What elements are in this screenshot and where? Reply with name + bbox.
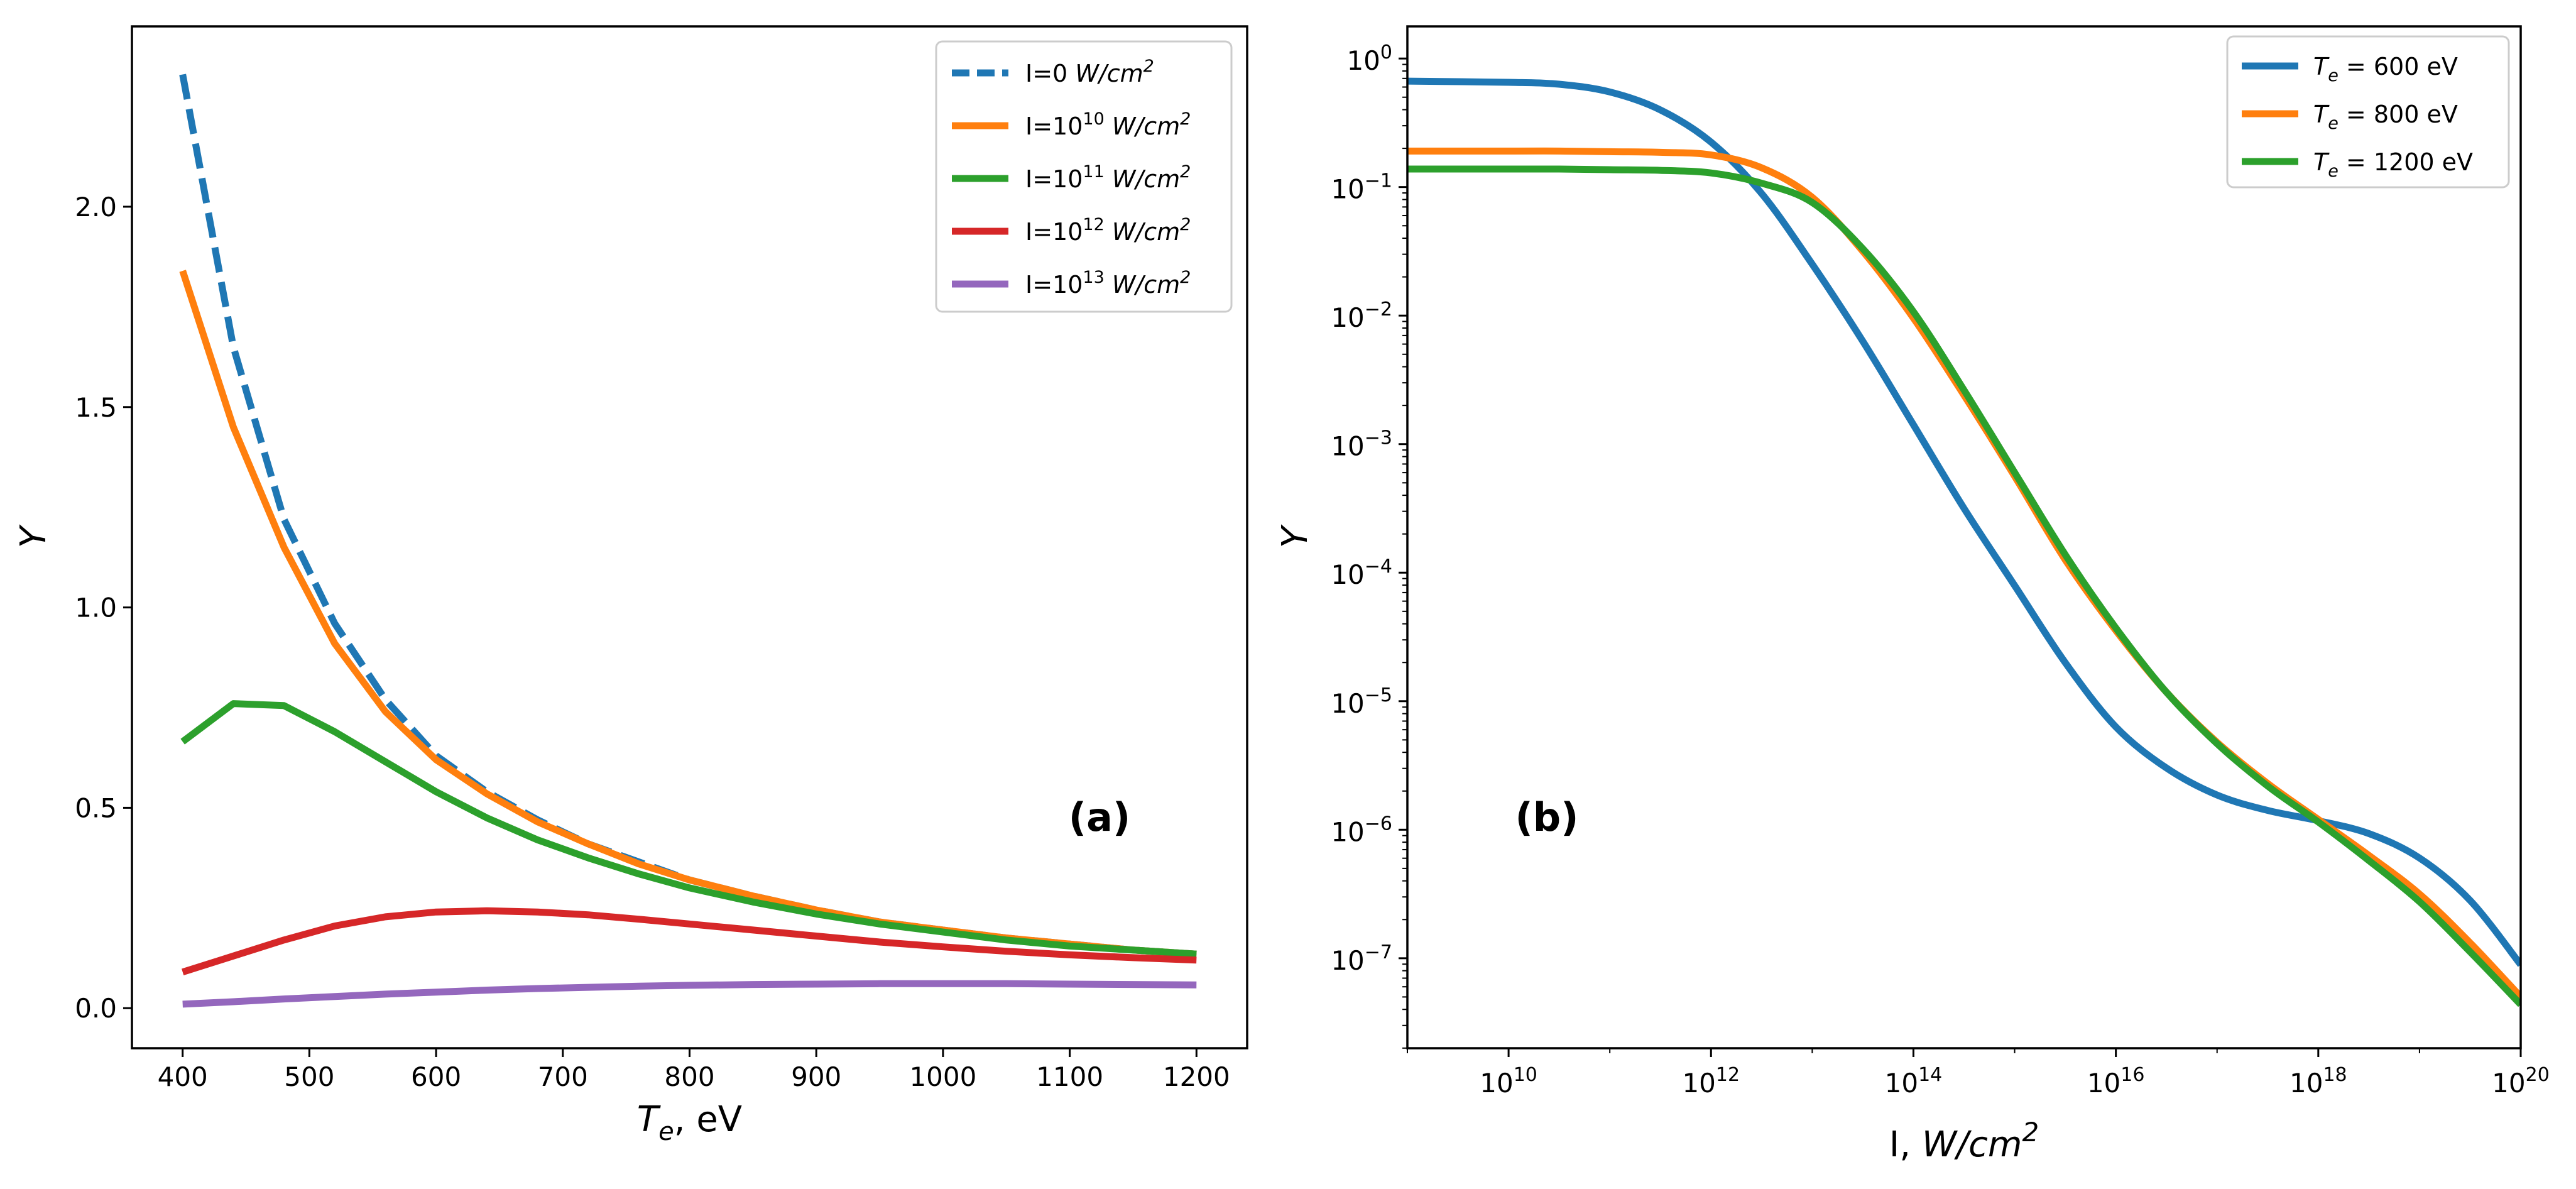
x-tick-label: 800	[664, 1061, 714, 1092]
panel-b-chart: 1010 1012 1014 1016 1018 1020 100 10−1 10−2 10−3 1…	[1275, 25, 2550, 1165]
x-tick-label: 1016	[2087, 1064, 2145, 1099]
x-tick-label: 1020	[2492, 1064, 2550, 1099]
legend-box	[2226, 35, 2510, 189]
x-tick-label: 600	[411, 1061, 461, 1092]
x-tick-label: 1014	[1885, 1064, 1943, 1099]
x-tick-label: 1018	[2289, 1064, 2347, 1099]
x-axis-label: I, W/cm2	[1889, 1117, 2039, 1165]
series-line-1	[179, 270, 1197, 958]
y-tick-label: 100	[1346, 41, 1392, 76]
y-tick-label: 10−3	[1331, 427, 1392, 462]
legend: Te = 600 eV Te = 800 eV Te = 1200 eV	[2226, 35, 2510, 189]
y-tick-label: 10−2	[1331, 299, 1392, 333]
panel-label: (b)	[1515, 794, 1578, 840]
series-line-0	[1407, 77, 2521, 967]
x-tick-label: 1012	[1682, 1064, 1740, 1099]
x-tick-label: 1200	[1163, 1061, 1230, 1092]
x-tick-label: 400	[158, 1061, 208, 1092]
y-tick-label: 0.0	[75, 993, 117, 1024]
y-tick-label: 10−4	[1331, 556, 1392, 590]
legend-entry-2: I=1011 W/cm2	[1025, 162, 1191, 193]
panel-a-chart: 400 500 600 700 800 900 1000 1100 1200 0.0 0.5 1.0 1…	[13, 25, 1248, 1146]
x-tick-label: 500	[284, 1061, 334, 1092]
x-tick-label: 1010	[1480, 1064, 1537, 1099]
legend-entry-1: Te = 800 eV	[2313, 101, 2458, 133]
y-tick-label: 10−7	[1331, 941, 1392, 976]
y-tick-label: 1.0	[75, 593, 117, 623]
y-tick-label: 10−5	[1331, 684, 1392, 719]
y-tick-label: 2.0	[75, 192, 117, 222]
y-tick-label: 10−1	[1331, 170, 1392, 205]
x-tick-label: 900	[791, 1061, 841, 1092]
legend-entry-0: I=0 W/cm2	[1025, 57, 1154, 87]
legend-entry-1: I=1010 W/cm2	[1025, 109, 1191, 140]
legend-box	[935, 40, 1233, 313]
x-tick-label: 700	[538, 1061, 588, 1092]
y-tick-label: 10−6	[1331, 813, 1392, 847]
y-tick-label: 1.5	[75, 392, 117, 423]
y-axis-label: Y	[13, 524, 54, 548]
legend-entry-3: I=1012 W/cm2	[1025, 215, 1191, 246]
legend: I=0 W/cm2 I=1010 W/cm2 I=1011 W/cm2 I=1012 …	[935, 40, 1233, 313]
x-axis-label: Te, eV	[637, 1099, 742, 1146]
series-line-2	[180, 700, 1197, 958]
y-axis-label: Y	[1275, 524, 1316, 548]
series-line-4	[182, 980, 1197, 1008]
legend-entry-2: Te = 1200 eV	[2313, 148, 2473, 181]
series-line-2	[1407, 165, 2521, 1007]
x-tick-label: 1000	[909, 1061, 976, 1092]
x-tick-label: 1100	[1036, 1061, 1103, 1092]
plot-frame	[1406, 25, 2522, 1049]
y-tick-label: 0.5	[75, 792, 117, 823]
series-line-3	[182, 907, 1197, 976]
legend-entry-4: I=1013 W/cm2	[1025, 268, 1191, 299]
series-line-1	[1407, 147, 2521, 999]
legend-entry-0: Te = 600 eV	[2313, 53, 2458, 85]
panel-label: (a)	[1069, 794, 1131, 840]
